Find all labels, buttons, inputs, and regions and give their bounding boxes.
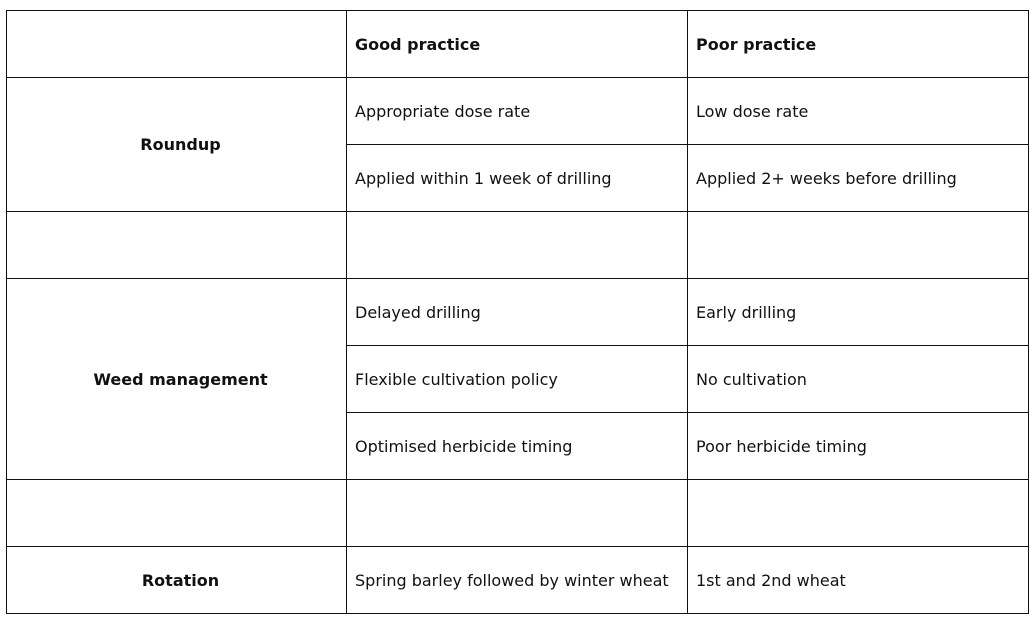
empty-cell bbox=[346, 479, 688, 547]
table-row: Applied within 1 week of drilling Applie… bbox=[7, 144, 1029, 212]
good-practice-cell: Optimised herbicide timing bbox=[346, 412, 688, 480]
header-good-practice: Good practice bbox=[346, 10, 688, 78]
table-row: Rotation Spring barley followed by winte… bbox=[6, 546, 1029, 614]
poor-practice-cell: Poor herbicide timing bbox=[687, 412, 1029, 480]
header-blank-cell bbox=[6, 10, 347, 78]
header-row: Good practice Poor practice bbox=[6, 10, 1029, 78]
poor-practice-cell: 1st and 2nd wheat bbox=[687, 546, 1029, 614]
empty-cell bbox=[346, 211, 688, 279]
good-practice-cell: Flexible cultivation policy bbox=[346, 345, 688, 413]
table-row: Weed management Delayed drilling Early d… bbox=[6, 278, 1029, 480]
table-row: Roundup Appropriate dose rate Low dose r… bbox=[6, 77, 1029, 212]
empty-cell bbox=[687, 211, 1029, 279]
spacer-row bbox=[6, 211, 1029, 279]
good-practice-cell: Applied within 1 week of drilling bbox=[346, 144, 688, 212]
poor-practice-cell: Applied 2+ weeks before drilling bbox=[687, 144, 1029, 212]
empty-cell bbox=[6, 211, 347, 279]
practice-comparison-table: Good practice Poor practice Roundup Appr… bbox=[6, 10, 1029, 614]
good-practice-cell: Delayed drilling bbox=[346, 278, 688, 346]
group-label-rotation: Rotation bbox=[6, 546, 347, 614]
table-row: Optimised herbicide timing Poor herbicid… bbox=[7, 412, 1029, 480]
poor-practice-cell: Low dose rate bbox=[687, 77, 1029, 145]
table-row: Flexible cultivation policy No cultivati… bbox=[7, 345, 1029, 413]
empty-cell bbox=[6, 479, 347, 547]
empty-cell bbox=[687, 479, 1029, 547]
spacer-row bbox=[6, 479, 1029, 547]
good-practice-cell: Appropriate dose rate bbox=[346, 77, 688, 145]
header-poor-practice: Poor practice bbox=[687, 10, 1029, 78]
poor-practice-cell: No cultivation bbox=[687, 345, 1029, 413]
group-label-weed-management: Weed management bbox=[6, 278, 347, 480]
poor-practice-cell: Early drilling bbox=[687, 278, 1029, 346]
good-practice-cell: Spring barley followed by winter wheat bbox=[346, 546, 688, 614]
group-label-roundup: Roundup bbox=[6, 77, 347, 212]
